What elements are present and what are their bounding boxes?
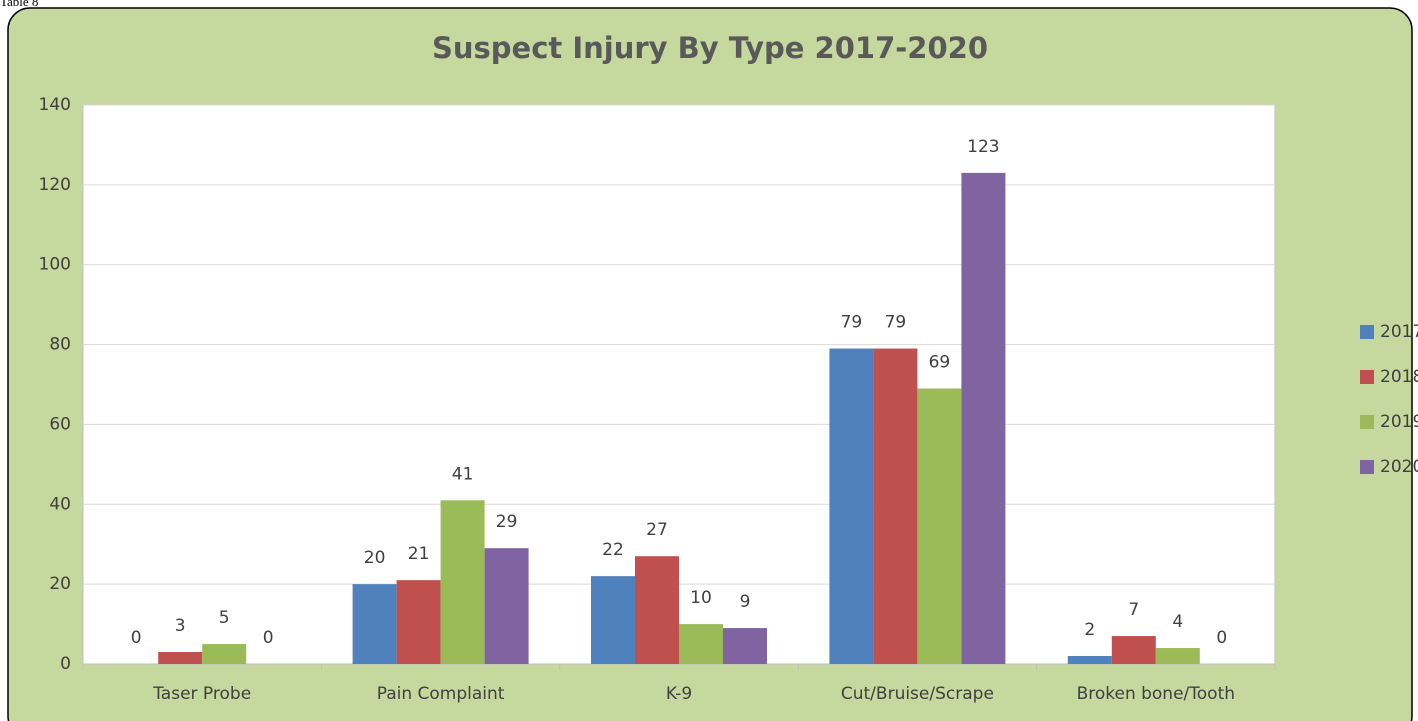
legend-label: 2017 [1380, 322, 1418, 342]
bar [202, 644, 247, 664]
caption: Table 8 [0, 0, 38, 9]
legend-swatch [1360, 325, 1374, 339]
bar [440, 500, 485, 664]
x-tick-label: Cut/Bruise/Scrape [841, 684, 994, 704]
bar [829, 348, 874, 664]
x-tick-label: K-9 [666, 684, 692, 704]
x-tick-label: Broken bone/Tooth [1077, 684, 1235, 704]
data-label: 27 [646, 520, 668, 540]
bar [484, 548, 529, 664]
y-tick-label: 80 [49, 335, 71, 355]
bar [961, 172, 1006, 664]
bar [158, 652, 203, 664]
data-label: 0 [131, 628, 142, 648]
y-tick-label: 60 [49, 414, 71, 434]
y-tick-label: 20 [49, 574, 71, 594]
legend-swatch [1360, 370, 1374, 384]
data-label: 22 [602, 540, 624, 560]
data-label: 10 [690, 588, 712, 608]
legend-label: 2018 [1380, 367, 1418, 387]
data-label: 79 [885, 313, 907, 333]
data-label: 7 [1128, 600, 1139, 620]
bar [723, 628, 767, 664]
bar [1155, 648, 1200, 664]
data-label: 29 [496, 512, 518, 532]
legend-label: 2020 [1380, 457, 1418, 477]
bar [873, 348, 918, 664]
y-tick-label: 120 [39, 175, 71, 195]
bar [917, 388, 962, 664]
data-label: 79 [841, 313, 863, 333]
chart-title: Suspect Injury By Type 2017-2020 [432, 31, 988, 65]
bar [352, 584, 397, 664]
data-label: 2 [1084, 620, 1095, 640]
legend-swatch [1360, 415, 1374, 429]
data-label: 20 [364, 548, 386, 568]
bar [635, 556, 679, 664]
data-label: 5 [219, 608, 230, 628]
data-label: 123 [967, 137, 999, 157]
x-tick-label: Taser Probe [152, 684, 251, 704]
legend-label: 2019 [1380, 412, 1418, 432]
x-tick-label: Pain Complaint [377, 684, 505, 704]
y-tick-label: 100 [39, 255, 71, 275]
bar [679, 624, 723, 664]
bar [396, 580, 441, 664]
legend-swatch [1360, 460, 1374, 474]
data-label: 0 [263, 628, 274, 648]
bar [1111, 636, 1156, 664]
y-tick-label: 40 [49, 494, 71, 514]
data-label: 0 [1216, 628, 1227, 648]
data-label: 3 [175, 616, 186, 636]
data-label: 9 [740, 592, 751, 612]
data-label: 21 [408, 544, 430, 564]
data-label: 4 [1172, 612, 1183, 632]
bar [591, 576, 635, 664]
data-label: 69 [929, 352, 951, 372]
y-tick-label: 0 [60, 654, 71, 674]
y-tick-label: 140 [39, 95, 71, 115]
bar [1067, 656, 1112, 664]
data-label: 41 [452, 464, 474, 484]
